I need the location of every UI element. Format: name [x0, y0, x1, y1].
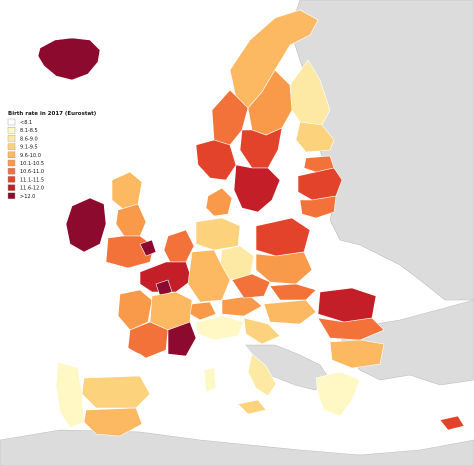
- legend: Birth rate in 2017 (Eurostat) <8.1 8.1-8.…: [7, 111, 97, 200]
- legend-label: 11.1-11.5: [20, 177, 44, 183]
- region-london[interactable]: [139, 239, 157, 257]
- region-finland-north[interactable]: [289, 59, 331, 126]
- legend-label: 8.6-9.0: [20, 136, 38, 142]
- legend-swatch: [7, 167, 16, 175]
- region-sweden-south[interactable]: [233, 164, 281, 213]
- region-italy-south[interactable]: [247, 353, 277, 397]
- region-poland-south[interactable]: [255, 251, 313, 285]
- region-germany-south[interactable]: [187, 249, 231, 303]
- legend-label: 9.1-9.5: [20, 145, 38, 151]
- region-sicily[interactable]: [237, 399, 267, 415]
- legend-swatch: [7, 184, 16, 191]
- legend-label: <8.1: [20, 120, 32, 126]
- legend-label: 10.1-10.5: [20, 161, 44, 167]
- legend-label: >12.0: [20, 194, 35, 200]
- region-latvia[interactable]: [297, 167, 343, 201]
- region-france-north[interactable]: [139, 261, 193, 293]
- legend-label: 11.6-12.0: [20, 186, 44, 192]
- region-germany-north[interactable]: [195, 217, 241, 251]
- region-sweden-mid[interactable]: [239, 127, 283, 169]
- region-hungary[interactable]: [263, 299, 317, 325]
- legend-label: 9.6-10.0: [20, 153, 41, 159]
- region-france-southeast[interactable]: [167, 321, 197, 357]
- region-romania-north[interactable]: [317, 287, 377, 323]
- legend-swatch: [7, 143, 16, 150]
- legend-swatch: [7, 159, 16, 167]
- region-portugal[interactable]: [55, 361, 85, 429]
- region-bulgaria[interactable]: [329, 339, 385, 369]
- legend-swatch: [7, 126, 16, 134]
- legend-swatch: [7, 192, 16, 200]
- region-romania-south[interactable]: [317, 317, 385, 341]
- region-sardinia[interactable]: [203, 367, 217, 393]
- region-iceland[interactable]: [37, 37, 101, 81]
- region-cyprus[interactable]: [439, 415, 465, 431]
- region-france-west[interactable]: [117, 289, 153, 331]
- region-ireland[interactable]: [65, 197, 107, 253]
- legend-label: 8.1-8.5: [20, 128, 38, 134]
- legend-swatch: [7, 118, 16, 126]
- region-spain-north[interactable]: [73, 345, 157, 377]
- region-slovakia[interactable]: [269, 283, 317, 301]
- region-norway-south[interactable]: [195, 139, 237, 181]
- regions: [37, 9, 465, 437]
- legend-swatch: [7, 135, 16, 142]
- region-lithuania[interactable]: [299, 195, 337, 219]
- legend-swatch: [7, 176, 16, 183]
- region-slovenia-croatia[interactable]: [243, 317, 281, 345]
- region-denmark[interactable]: [205, 187, 233, 217]
- legend-label: 10.6-11.0: [20, 169, 44, 175]
- region-switzerland[interactable]: [189, 301, 217, 321]
- legend-swatch: [7, 151, 16, 159]
- region-finland-south[interactable]: [295, 121, 335, 153]
- region-paris[interactable]: [155, 279, 173, 297]
- region-czechia[interactable]: [231, 273, 271, 299]
- region-france-south[interactable]: [127, 321, 169, 359]
- region-spain-center[interactable]: [81, 375, 151, 409]
- region-greece[interactable]: [315, 371, 361, 417]
- legend-title: Birth rate in 2017 (Eurostat): [8, 111, 97, 117]
